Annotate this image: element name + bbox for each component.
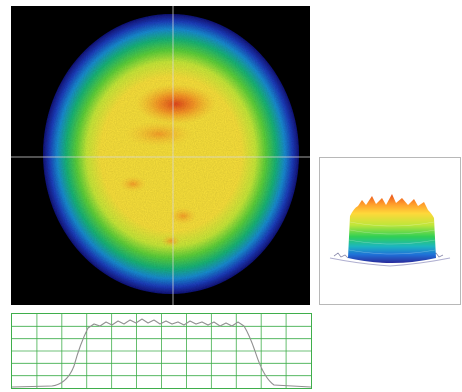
profile-trace: [12, 318, 311, 388]
profile-grid: [12, 314, 311, 388]
surface-plateau: [348, 194, 436, 263]
beam-intensity-view[interactable]: [11, 6, 310, 305]
beam-spot: [43, 14, 299, 294]
beam-profile-plot[interactable]: [11, 313, 312, 389]
beam-intensity-image: [11, 6, 310, 305]
surface-3d-view[interactable]: [319, 157, 461, 305]
surface-3d-image: [329, 194, 451, 267]
profile-plot-canvas: [12, 314, 311, 388]
